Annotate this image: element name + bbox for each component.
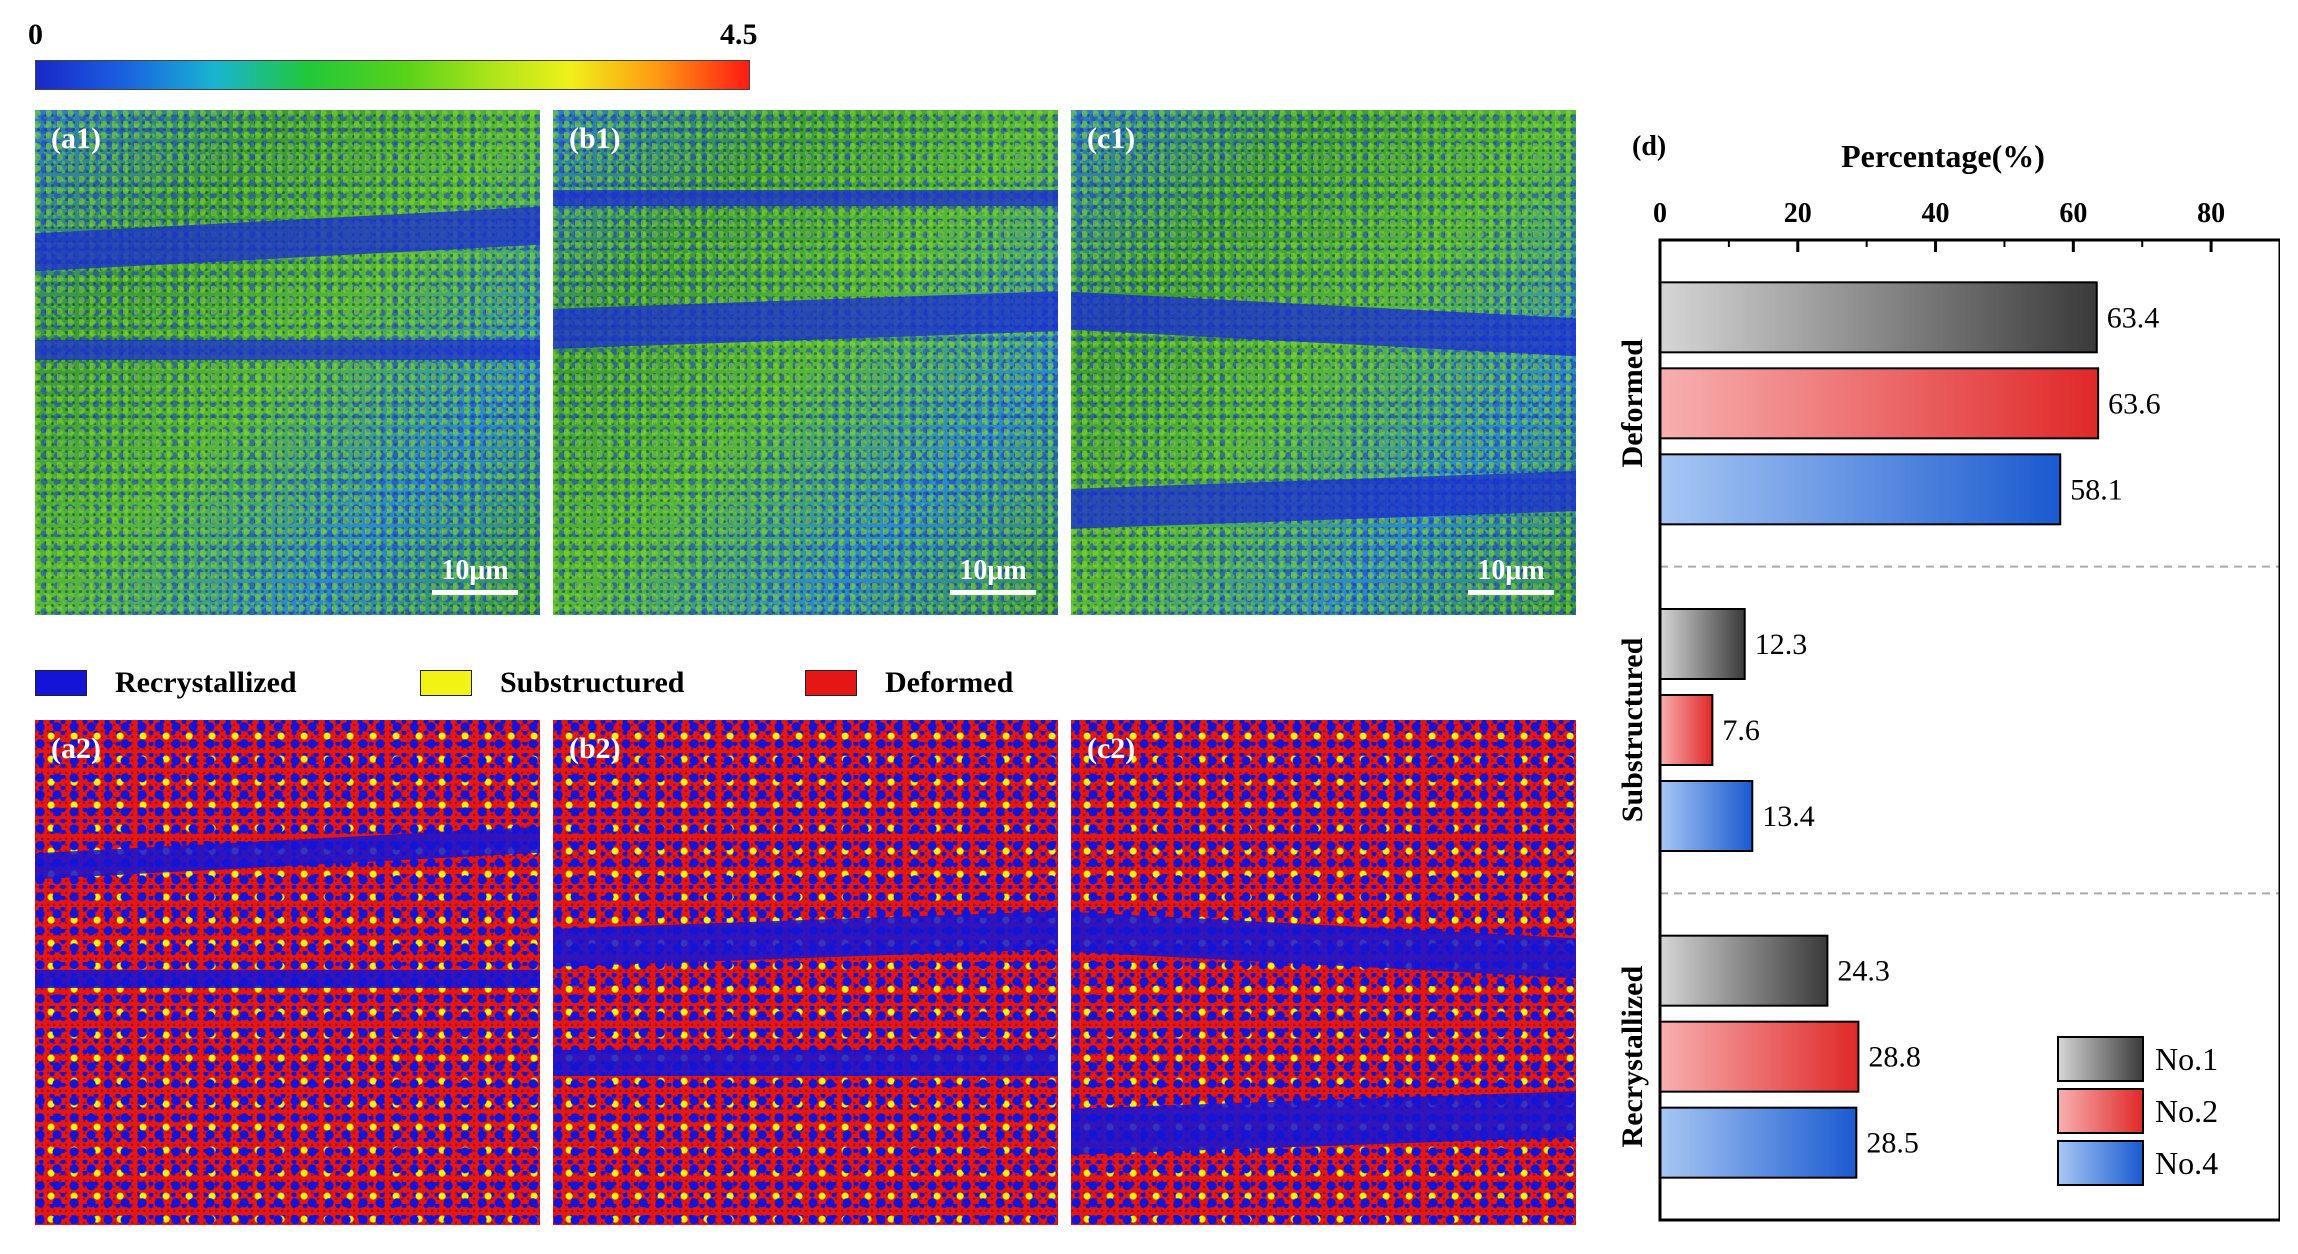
colorbar-min-label: 0 [28, 18, 43, 51]
gos-map-c2: (c2) [1071, 720, 1576, 1225]
bar-no4-deformed [1659, 453, 2062, 526]
panel-label-b1: (b1) [569, 122, 621, 155]
scale-bar [432, 590, 518, 595]
legend-swatch-no1 [2057, 1036, 2144, 1082]
scale-bar-label: 10μm [441, 555, 509, 586]
bar-value-label: 12.3 [1755, 628, 1808, 661]
category-label-recrystallized: Recrystallized [1616, 966, 1649, 1148]
recrystallized-band [553, 291, 1058, 349]
recrystallized-band [35, 826, 540, 880]
bar-no2-recrystallized [1659, 1020, 1860, 1093]
bar-no1-deformed [1659, 281, 2098, 354]
panel-label-d: (d) [1632, 131, 1666, 162]
recrystallized-band [553, 911, 1058, 967]
bar-no2-deformed [1659, 367, 2100, 440]
recrystallized-band [553, 190, 1058, 206]
map-legend: Recrystallized Substructured Deformed [35, 666, 1075, 702]
legend-label-substructured: Substructured [500, 666, 685, 699]
x-tick-label: 0 [1653, 198, 1667, 229]
bar-no4-substructured [1659, 780, 1754, 852]
plot-frame [1658, 238, 2280, 1222]
x-tick-label: 80 [2197, 198, 2225, 229]
recrystallized-band [35, 340, 540, 360]
bar-value-label: 58.1 [2070, 473, 2123, 506]
x-tick-label: 20 [1784, 198, 1812, 229]
colorbar-max-label: 4.5 [720, 18, 758, 51]
scale-bar-label: 10μm [959, 555, 1027, 586]
category-label-deformed: Deformed [1616, 339, 1649, 468]
x-tick-label: 60 [2059, 198, 2087, 229]
recrystallized-band [1071, 291, 1576, 357]
legend-label-no4: No.4 [2155, 1145, 2218, 1181]
gos-map-b2: (b2) [553, 720, 1058, 1225]
bar-value-label: 13.4 [1762, 800, 1815, 833]
category-label-substructured: Substructured [1616, 637, 1649, 822]
panel-label-b2: (b2) [569, 732, 621, 765]
legend-label-deformed: Deformed [885, 666, 1014, 699]
bar-value-label: 63.4 [2107, 301, 2160, 334]
scale-bar-label: 10μm [1477, 555, 1545, 586]
recrystallized-band [35, 970, 540, 988]
panel-label-a1: (a1) [51, 122, 101, 155]
scale-bar [950, 590, 1036, 595]
kam-map-c1: (c1) 10μm [1071, 110, 1576, 615]
bar-value-label: 24.3 [1837, 955, 1890, 988]
bar-value-label: 28.5 [1866, 1127, 1919, 1160]
gos-map-a2: (a2) [35, 720, 540, 1225]
bar-no1-substructured [1659, 608, 1746, 680]
legend-swatch-substructured [420, 670, 472, 696]
panel-label-a2: (a2) [51, 732, 101, 765]
recrystallized-band [553, 1050, 1058, 1076]
recrystallized-band [35, 206, 540, 272]
bar-value-label: 7.6 [1722, 714, 1760, 747]
panel-label-c1: (c1) [1087, 122, 1136, 155]
kam-colorbar [35, 60, 750, 90]
legend-swatch-deformed [805, 670, 857, 696]
legend-swatch-recrystallized [35, 670, 87, 696]
bar-no1-recrystallized [1659, 934, 1829, 1007]
bar-value-label: 63.6 [2108, 387, 2161, 420]
kam-map-a1: (a1) 10μm [35, 110, 540, 615]
legend-swatch-no4 [2057, 1140, 2144, 1186]
scale-bar [1468, 590, 1554, 595]
bar-no2-substructured [1659, 694, 1714, 766]
recrystallized-band [1071, 911, 1576, 979]
legend-label-recrystallized: Recrystallized [115, 666, 297, 699]
bar-value-label: 28.8 [1868, 1041, 1921, 1074]
legend-swatch-no2 [2057, 1088, 2144, 1134]
percentage-bar-chart: (d) Percentage(%) 0 20 40 60 80 63.4 63.6 58.1… [1616, 131, 2280, 1222]
legend-label-no2: No.2 [2155, 1093, 2218, 1129]
recrystallized-band [1071, 471, 1576, 529]
kam-map-b1: (b1) 10μm [553, 110, 1058, 615]
recrystallized-band [1071, 1091, 1576, 1155]
panel-label-c2: (c2) [1087, 732, 1136, 765]
x-axis-title: Percentage(%) [1841, 138, 2045, 174]
legend-label-no1: No.1 [2155, 1041, 2218, 1077]
bar-no4-recrystallized [1659, 1106, 1858, 1179]
x-tick-label: 40 [1922, 198, 1950, 229]
